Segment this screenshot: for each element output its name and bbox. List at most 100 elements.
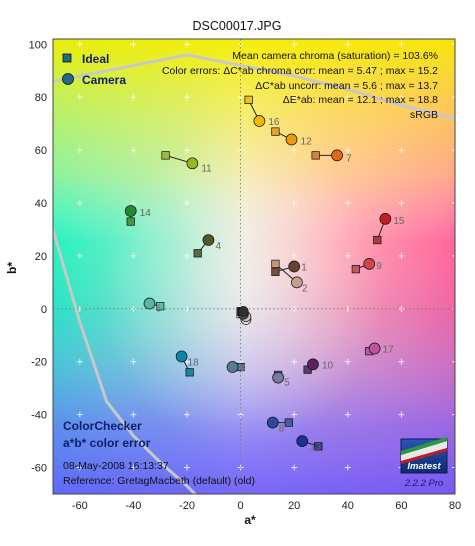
ideal-point <box>271 259 280 268</box>
y-tick-label: 100 <box>29 39 47 51</box>
grid-cross <box>291 358 298 365</box>
grid-cross <box>76 200 83 207</box>
grid-cross <box>291 94 298 101</box>
grid-cross <box>76 252 83 259</box>
grid-cross <box>76 94 83 101</box>
camera-point <box>226 361 239 373</box>
grid-cross <box>291 464 298 471</box>
chart-title: DSC00017.JPG <box>193 19 282 33</box>
patch-label: 11 <box>201 163 212 174</box>
grid-cross <box>184 252 190 259</box>
footer-date: 08-May-2008 16:13:37 <box>63 460 169 472</box>
camera-point <box>379 213 392 225</box>
grid-cross <box>130 464 137 471</box>
camera-point <box>363 258 376 270</box>
gamut-boundary <box>53 53 455 494</box>
grid-cross <box>452 411 455 418</box>
x-axis-ticks: -60 -40 -20 0 20 40 60 80 <box>72 500 461 512</box>
zero-axis-lines <box>53 39 455 494</box>
y-tick-label: 20 <box>35 251 47 263</box>
patch-label: 5 <box>284 378 290 389</box>
imatest-logo-version: 2.2.2 Pro <box>404 478 444 489</box>
grid-cross <box>76 411 83 418</box>
ideal-point <box>373 235 382 245</box>
ideal-point <box>311 151 320 160</box>
y-tick-label: 0 <box>41 304 47 316</box>
grid-cross <box>398 94 405 101</box>
grid-cross <box>76 147 83 154</box>
grid-cross <box>398 358 405 365</box>
x-tick-label: -60 <box>72 500 88 512</box>
grid-cross <box>344 411 351 418</box>
grid-cross <box>398 147 405 154</box>
grid-cross <box>452 252 455 259</box>
annotation-chroma-corr: Color errors: ΔC*ab chroma corr: mean = … <box>162 65 438 77</box>
ideal-point <box>271 127 280 136</box>
grid-cross <box>291 411 298 418</box>
grid-cross <box>130 41 137 48</box>
camera-point <box>266 416 279 429</box>
patch-label: 6 <box>155 304 161 315</box>
x-tick-label: 80 <box>449 500 461 512</box>
grid-cross <box>130 252 137 259</box>
camera-point <box>124 205 137 217</box>
footer-text: ColorChecker a*b* color error 08-May-200… <box>63 419 255 487</box>
grid-cross <box>344 147 351 154</box>
ideal-point <box>193 249 202 258</box>
grid-cross <box>344 358 351 365</box>
grid-cross <box>76 358 83 365</box>
patch-label: 3 <box>240 363 246 374</box>
x-tick-label: 20 <box>288 500 300 512</box>
grid-cross <box>130 358 137 365</box>
camera-point <box>202 234 215 246</box>
grid-cross <box>184 358 190 365</box>
grid-cross <box>398 252 405 259</box>
grid-cross <box>398 41 405 48</box>
camera-point <box>186 157 199 170</box>
legend-ideal-marker <box>62 53 72 63</box>
footer-subtitle: a*b* color error <box>63 436 151 450</box>
grid-cross <box>291 252 298 259</box>
x-axis-label: a* <box>244 513 256 527</box>
grid-cross <box>344 252 351 259</box>
ideal-point <box>351 265 360 274</box>
grid-cross <box>184 464 190 471</box>
legend-ideal-label: Ideal <box>82 52 109 66</box>
footer-colorchecker: ColorChecker <box>63 419 142 433</box>
gamut-boundary-upper <box>53 53 455 120</box>
grid-cross <box>237 411 244 418</box>
y-tick-label: 40 <box>35 198 47 210</box>
patch-label: 15 <box>393 216 405 227</box>
grid-cross <box>452 94 455 101</box>
patch-label: 9 <box>376 261 382 272</box>
gamut-boundary-lower <box>53 229 198 494</box>
camera-point <box>175 350 188 363</box>
patch-label: 16 <box>268 117 280 128</box>
camera-point <box>368 342 381 355</box>
grid-cross <box>344 200 351 207</box>
ideal-point <box>314 442 323 451</box>
ideal-point <box>271 267 280 276</box>
x-tick-label: 40 <box>342 500 354 512</box>
patch-label: 8 <box>279 424 285 435</box>
legend: Ideal Camera <box>62 52 126 87</box>
patch-label: 13 <box>310 442 322 453</box>
grid-cross <box>76 41 83 48</box>
grid-cross <box>452 147 455 154</box>
y-tick-label: -40 <box>31 410 47 422</box>
imatest-logo-name: Imatest <box>407 461 441 472</box>
grid-cross <box>184 411 190 418</box>
annotation-chroma: Mean camera chroma (saturation) = 103.6% <box>232 50 438 62</box>
patch-label: 2 <box>302 283 308 294</box>
grid-cross <box>130 411 137 418</box>
y-tick-label: -20 <box>31 357 47 369</box>
grid-cross <box>184 41 190 48</box>
grid-cross <box>76 464 83 471</box>
patch-label: 18 <box>188 357 200 368</box>
grid-cross <box>344 41 351 48</box>
ideal-point <box>185 368 194 377</box>
camera-point <box>288 260 301 273</box>
grid-cross <box>452 358 455 365</box>
camera-point <box>237 306 249 317</box>
